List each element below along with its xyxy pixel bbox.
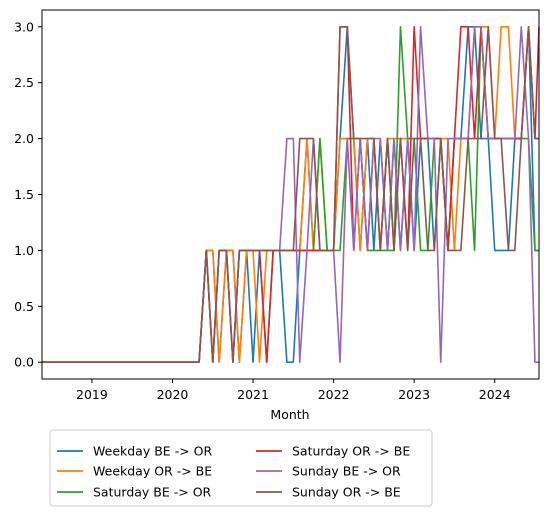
legend-frame (49, 429, 433, 507)
y-tick-label: 3.0 (14, 19, 34, 34)
y-tick-label: 1.0 (14, 243, 34, 258)
y-tick-label: 0.0 (14, 355, 34, 370)
legend-label: Sunday BE -> OR (292, 464, 401, 479)
legend-label: Weekday OR -> BE (93, 464, 212, 479)
y-tick-label: 2.0 (14, 131, 34, 146)
series-line-6 (42, 25, 539, 364)
x-axis-label: Month (270, 407, 309, 422)
legend-label: Saturday OR -> BE (292, 444, 410, 459)
legend: Weekday BE -> OR Weekday OR -> BE Saturday… (49, 429, 433, 507)
y-tick-label: 0.5 (14, 299, 34, 314)
x-axis: 2019 2020 2021 2022 2023 2024 (76, 379, 511, 402)
legend-label: Saturday BE -> OR (93, 485, 212, 500)
legend-label: Sunday OR -> BE (292, 485, 401, 500)
y-axis: 0.0 0.5 1.0 1.5 2.0 2.5 3.0 (14, 19, 42, 370)
x-tick-label: 2022 (318, 387, 350, 402)
y-tick-label: 1.5 (14, 187, 34, 202)
x-tick-label: 2024 (479, 387, 511, 402)
x-tick-label: 2023 (398, 387, 430, 402)
legend-label: Weekday BE -> OR (93, 444, 212, 459)
plot-area (42, 25, 540, 364)
x-tick-label: 2019 (76, 387, 108, 402)
y-tick-label: 2.5 (14, 75, 34, 90)
x-tick-label: 2020 (157, 387, 189, 402)
x-tick-label: 2021 (237, 387, 269, 402)
